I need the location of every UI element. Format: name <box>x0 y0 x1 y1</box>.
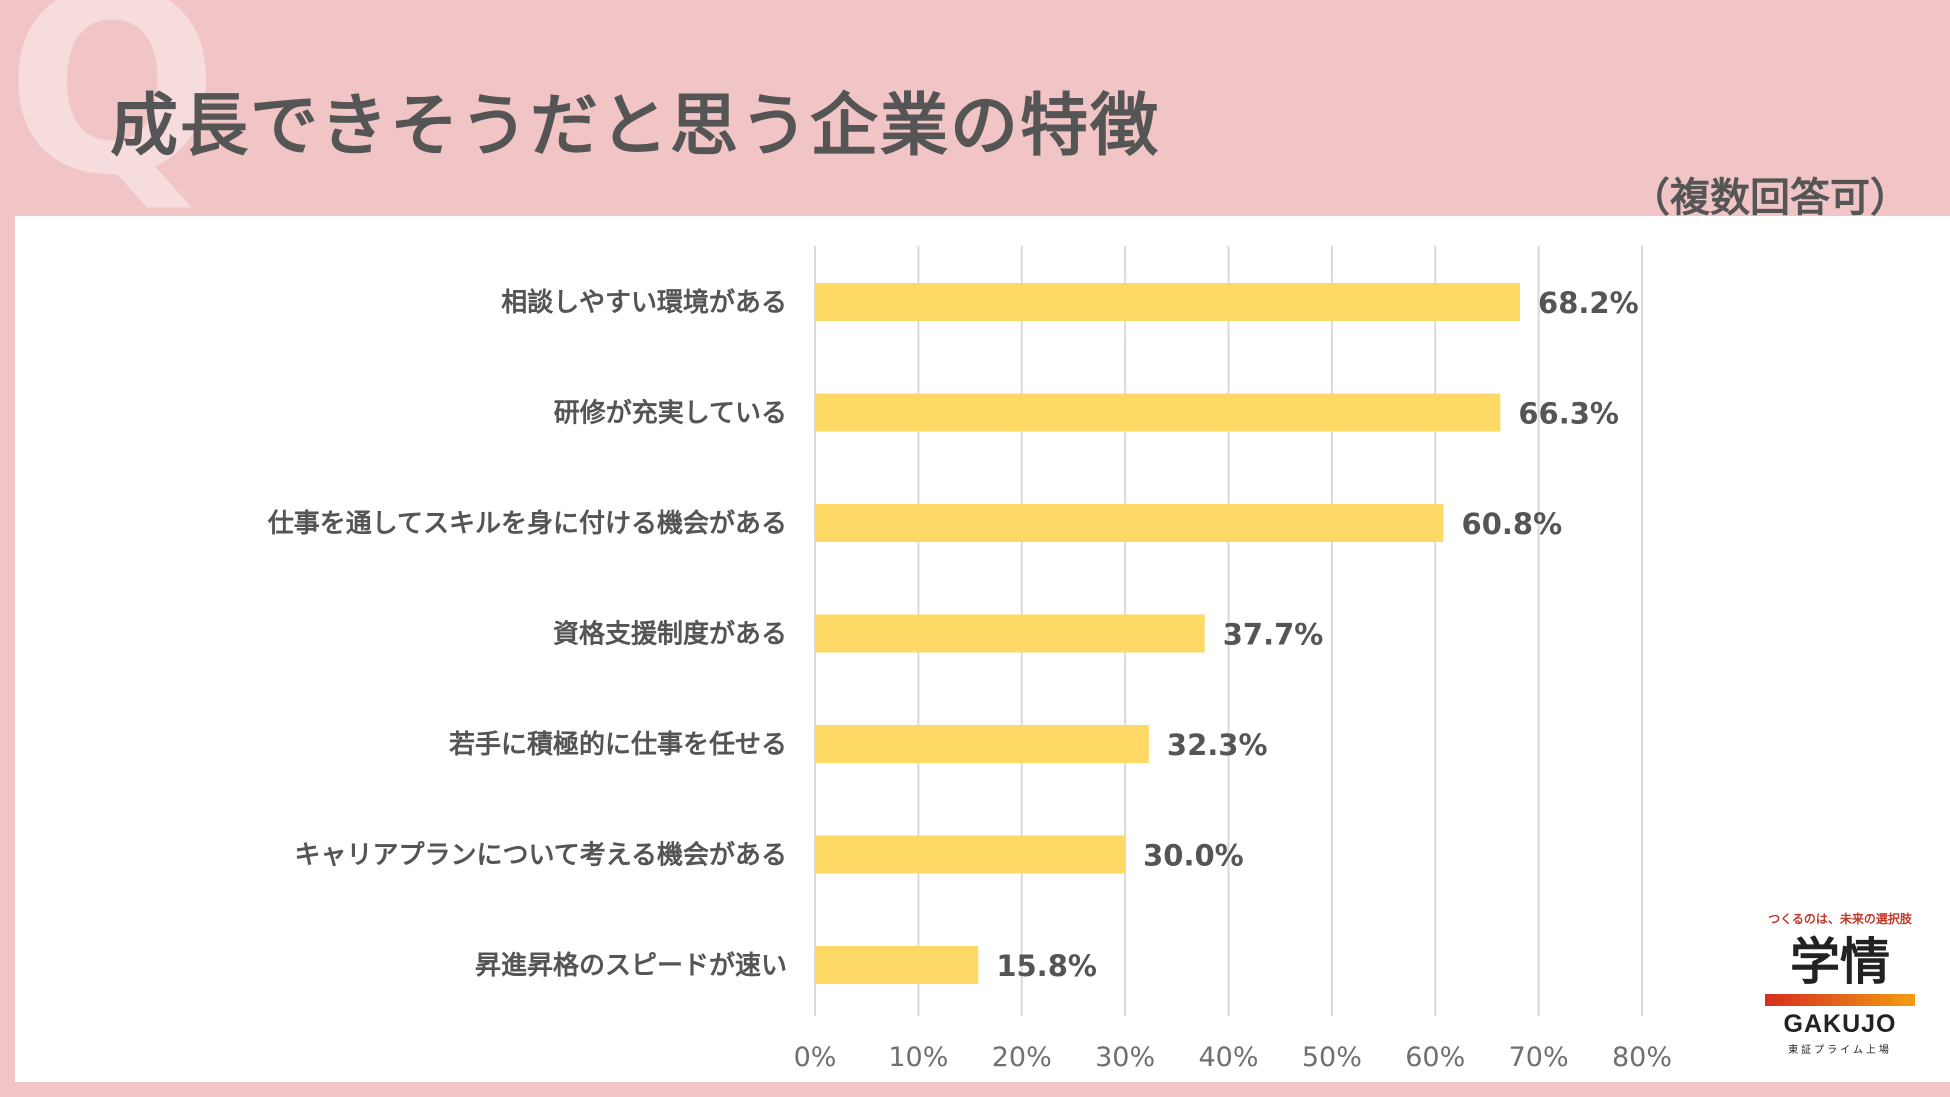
category-label: 研修が充実している <box>554 398 787 429</box>
category-label: キャリアプランについて考える機会がある <box>295 840 787 871</box>
gakujo-logo: つくるのは、未来の選択肢 学情 GAKUJO 東証プライム上場 <box>1755 910 1925 1056</box>
data-label: 15.8% <box>996 949 1097 983</box>
logo-english: GAKUJO <box>1783 1010 1897 1038</box>
category-label: 資格支援制度がある <box>553 619 787 650</box>
bar-chart: 0% 10% 20% 30% 40% 50% 60% 70% 80% 相談しやすい環境がある 68.… <box>267 246 1672 1073</box>
data-label: 32.3% <box>1167 728 1268 762</box>
chart-subtitle: （複数回答可） <box>1630 175 1910 221</box>
x-tick-label: 40% <box>1198 1042 1258 1073</box>
category-label: 仕事を通してスキルを身に付ける機会がある <box>267 508 787 539</box>
q-mark: Q <box>6 0 219 230</box>
x-tick-label: 50% <box>1302 1042 1362 1073</box>
category-label: 昇進昇格のスピードが速い <box>475 950 787 981</box>
labels: 0% 10% 20% 30% 40% 50% 60% 70% 80% 相談しやすい環境がある 68.… <box>267 286 1672 1073</box>
logo-tagline: つくるのは、未来の選択肢 <box>1768 912 1912 926</box>
x-tick-label: 60% <box>1405 1042 1465 1073</box>
category-label: 相談しやすい環境がある <box>501 287 787 318</box>
bar <box>815 393 1501 432</box>
data-label: 37.7% <box>1223 618 1324 652</box>
data-label: 66.3% <box>1518 397 1619 431</box>
x-tick-label: 70% <box>1509 1042 1569 1073</box>
logo-kanji: 学情 <box>1790 933 1890 991</box>
data-label: 60.8% <box>1462 507 1563 541</box>
bar <box>815 614 1205 653</box>
category-label: 若手に積極的に仕事を任せる <box>449 729 787 760</box>
bar <box>815 946 979 984</box>
x-tick-label: 0% <box>794 1042 837 1073</box>
bar <box>815 504 1444 542</box>
x-tick-label: 20% <box>992 1042 1052 1073</box>
bars <box>815 283 1521 984</box>
chart-panel: 0% 10% 20% 30% 40% 50% 60% 70% 80% 相談しやすい環境がある 68.… <box>15 216 1950 1082</box>
bar <box>815 283 1521 321</box>
x-tick-label: 10% <box>888 1042 948 1073</box>
data-label: 68.2% <box>1538 286 1639 320</box>
x-tick-label: 80% <box>1612 1042 1672 1073</box>
x-tick-label: 30% <box>1095 1042 1155 1073</box>
logo-color-bar <box>1765 994 1915 1006</box>
chart-title: 成長できそうだと思う企業の特徴 <box>110 87 1161 166</box>
data-label: 30.0% <box>1143 839 1244 873</box>
logo-market: 東証プライム上場 <box>1788 1045 1892 1056</box>
bar <box>815 835 1126 874</box>
bar <box>815 725 1149 763</box>
